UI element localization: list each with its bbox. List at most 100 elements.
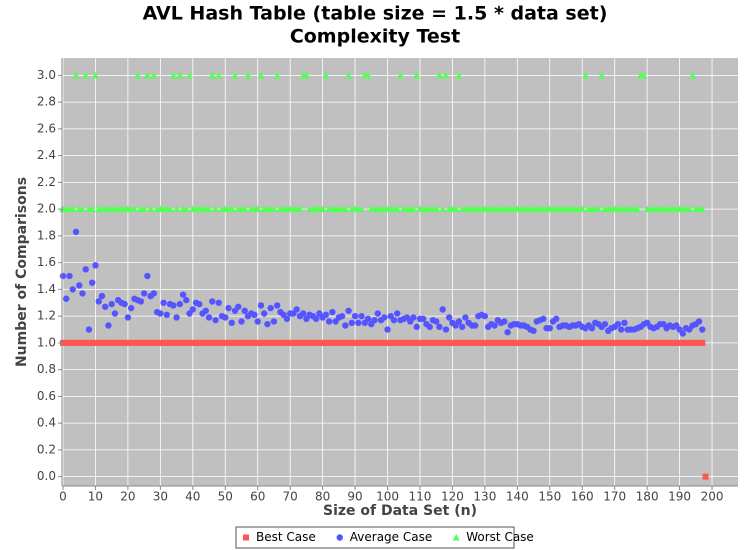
marker-circle (426, 323, 433, 331)
marker-square (306, 339, 313, 346)
marker-square (582, 339, 589, 346)
marker-circle (491, 322, 498, 329)
marker-square (215, 339, 222, 346)
marker-square (391, 339, 398, 346)
marker-circle (614, 320, 622, 328)
marker-triangle (134, 71, 142, 79)
marker-square (563, 339, 570, 346)
marker-square (322, 339, 329, 346)
marker-square (692, 339, 699, 346)
marker-circle (338, 312, 346, 320)
marker-square (254, 339, 261, 346)
marker-square (167, 339, 174, 346)
marker-triangle (432, 205, 440, 213)
marker-square (702, 473, 709, 480)
marker-circle (264, 320, 271, 328)
marker-triangle (182, 205, 190, 213)
marker-square (468, 339, 475, 346)
y-tick-label: 1.6 (37, 255, 56, 269)
marker-square (248, 339, 255, 346)
marker-circle (501, 318, 508, 325)
marker-square (475, 339, 482, 346)
marker-square (206, 339, 213, 346)
marker-square (420, 339, 427, 346)
marker-square (455, 339, 462, 346)
marker-circle (79, 290, 86, 297)
marker-square (160, 339, 167, 346)
marker-circle (89, 279, 96, 286)
y-tick-label: 0.4 (37, 416, 56, 430)
marker-square (595, 339, 602, 346)
marker-triangle (435, 71, 443, 79)
marker-square (644, 339, 651, 346)
marker-triangle (455, 71, 463, 79)
marker-circle (588, 324, 596, 332)
marker-square (319, 339, 326, 346)
marker-circle (111, 310, 119, 317)
marker-square (193, 339, 200, 346)
marker-square (134, 339, 141, 346)
marker-triangle (578, 205, 586, 213)
marker-triangle (452, 534, 460, 541)
marker-square (66, 339, 73, 346)
x-tick-label: 40 (185, 490, 200, 504)
y-tick-label: 2.0 (37, 202, 56, 216)
marker-square (533, 339, 540, 346)
marker-square (614, 339, 621, 346)
marker-square (309, 339, 316, 346)
marker-square (154, 339, 161, 346)
marker-triangle (176, 71, 184, 79)
marker-square (540, 339, 547, 346)
marker-triangle (452, 205, 460, 213)
marker-circle (679, 330, 687, 337)
marker-circle (390, 316, 398, 324)
marker-triangle (345, 71, 353, 79)
marker-square (378, 339, 385, 346)
marker-square (618, 339, 625, 346)
marker-square (556, 339, 563, 346)
marker-square (663, 339, 670, 346)
marker-circle (504, 328, 511, 336)
marker-triangle (231, 71, 239, 79)
marker-square (219, 339, 226, 346)
marker-square (478, 339, 485, 346)
marker-square (202, 339, 209, 346)
marker-circle (345, 307, 352, 314)
marker-square (121, 339, 128, 346)
marker-circle (364, 315, 372, 323)
marker-square (530, 339, 537, 346)
marker-circle (124, 314, 132, 321)
marker-square (459, 339, 466, 346)
marker-triangle (78, 205, 86, 213)
y-tick-label: 1.0 (37, 335, 56, 349)
marker-circle (209, 298, 216, 305)
marker-square (251, 339, 258, 346)
marker-circle (205, 314, 213, 321)
marker-square (527, 339, 534, 346)
marker-square (433, 339, 440, 346)
marker-circle (436, 323, 443, 331)
marker-square (348, 339, 355, 346)
marker-circle (144, 272, 151, 280)
marker-square (504, 339, 511, 346)
marker-square (673, 339, 680, 346)
marker-square (137, 339, 144, 346)
marker-square (517, 339, 524, 346)
marker-triangle (208, 71, 216, 79)
marker-triangle (241, 205, 249, 213)
marker-square (355, 339, 362, 346)
marker-triangle (302, 71, 310, 79)
marker-square (147, 339, 154, 346)
marker-square (416, 339, 423, 346)
marker-square (274, 339, 281, 346)
marker-square (352, 339, 359, 346)
marker-triangle (257, 71, 265, 79)
marker-triangle (319, 205, 327, 213)
marker-circle (381, 314, 388, 321)
marker-circle (212, 316, 219, 324)
marker-triangle (270, 205, 278, 213)
marker-square (231, 339, 238, 346)
marker-square (92, 339, 99, 346)
marker-square (381, 339, 388, 346)
marker-circle (140, 290, 148, 297)
